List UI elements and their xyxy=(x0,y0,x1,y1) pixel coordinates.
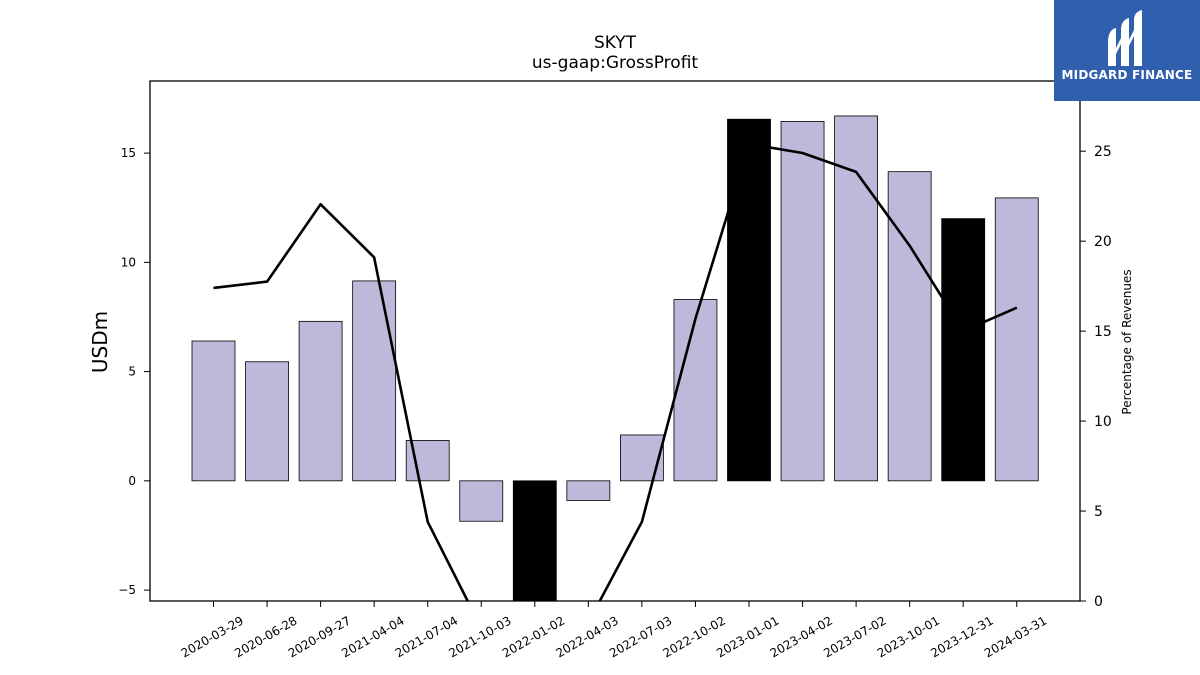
bar-2020-06-28 xyxy=(245,361,289,482)
y-tick-label: −5 xyxy=(118,583,136,597)
bar-2020-09-27 xyxy=(298,320,343,482)
bar-2022-10-02 xyxy=(673,299,718,482)
bar-2021-10-03 xyxy=(459,480,504,522)
y2-tick-label: 5 xyxy=(1094,504,1103,520)
y2-tick-label: 0 xyxy=(1094,594,1103,610)
y2-tick-label: 20 xyxy=(1094,234,1112,250)
percentage-of-revenues-line xyxy=(213,142,1018,601)
y-tick-label: 10 xyxy=(121,255,136,269)
bar-2021-04-04 xyxy=(352,280,397,482)
bar-2020-03-29 xyxy=(191,340,236,482)
chart-title: SKYT xyxy=(594,33,637,53)
bar-2024-03-31 xyxy=(994,197,1039,482)
bar-2023-07-02 xyxy=(834,115,878,482)
bar-2023-12-31 xyxy=(941,218,986,482)
bar-2022-01-02 xyxy=(512,480,557,601)
y-axis-label: USDm xyxy=(88,311,112,373)
y-tick-label: 0 xyxy=(128,474,136,488)
y2-axis-label: Percentage of Revenues xyxy=(1120,269,1134,414)
axes-frame xyxy=(149,80,1081,602)
logo-text: MIDGARD FINANCE xyxy=(1061,68,1193,82)
plot-area xyxy=(191,115,1039,601)
y2-tick-label: 15 xyxy=(1094,324,1112,340)
y2-tick-label: 10 xyxy=(1094,414,1112,430)
axes: −505101505101520252020-03-292020-06-2820… xyxy=(118,144,1112,660)
y-tick-label: 15 xyxy=(121,146,136,160)
logo-mark-icon xyxy=(1108,10,1142,66)
bar-2023-04-02 xyxy=(780,121,825,482)
brand-logo: MIDGARD FINANCE xyxy=(1054,0,1200,101)
bar-2023-01-01 xyxy=(727,118,771,482)
bar-2022-07-03 xyxy=(620,434,664,482)
bar-2022-04-03 xyxy=(566,480,611,501)
chart-subtitle: us-gaap:GrossProfit xyxy=(532,53,698,73)
y2-tick-label: 25 xyxy=(1094,144,1112,160)
y-tick-label: 5 xyxy=(128,365,136,379)
bar-2023-10-01 xyxy=(887,171,932,482)
